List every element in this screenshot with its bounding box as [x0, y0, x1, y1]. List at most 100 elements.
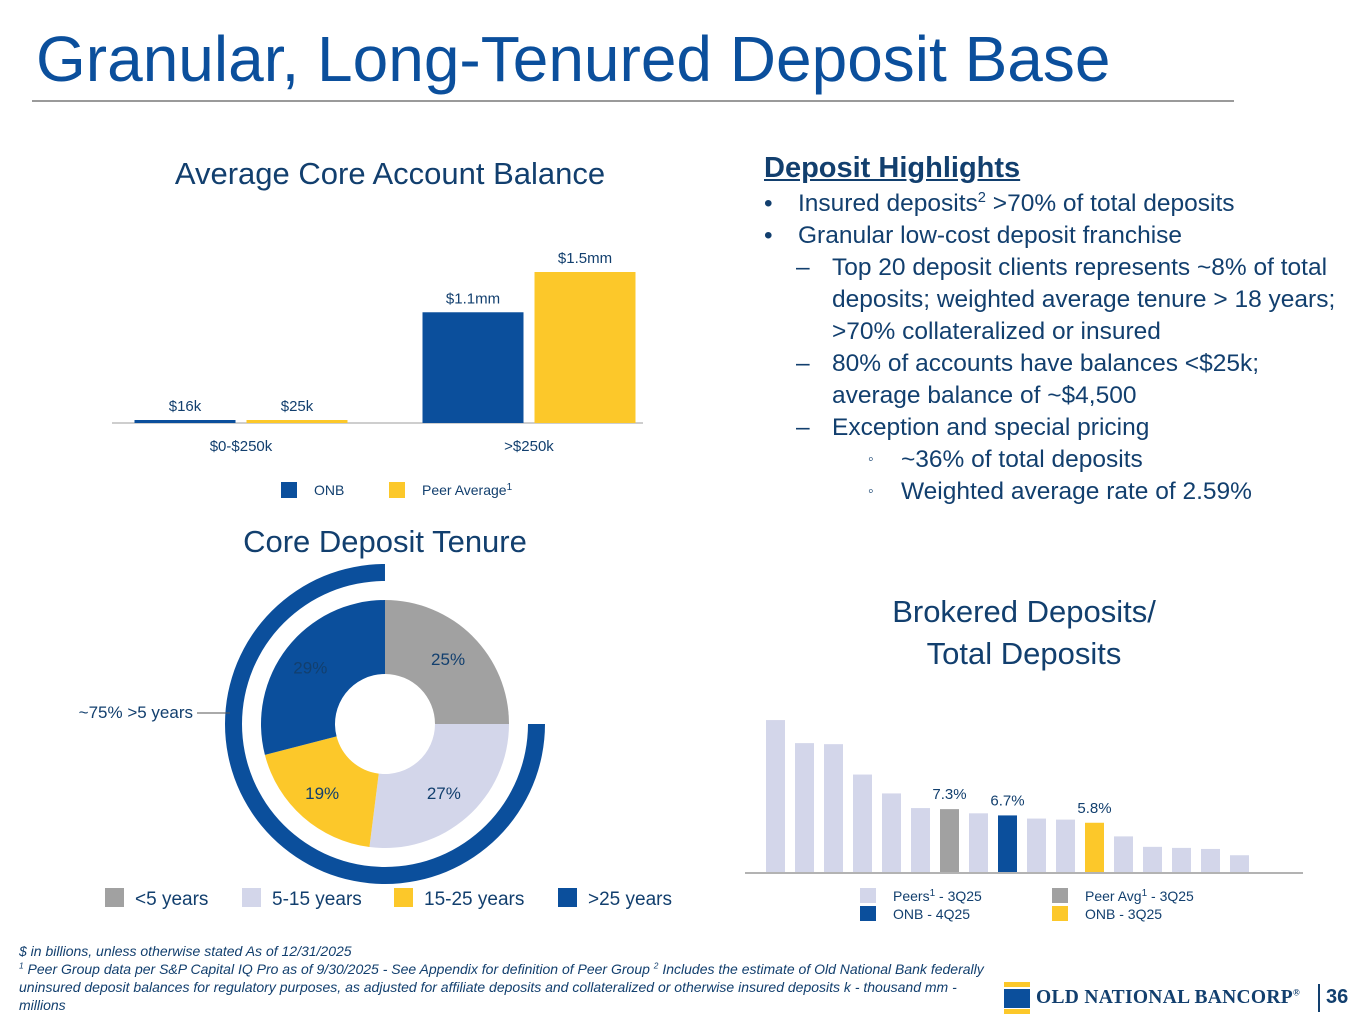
bar-peer	[1143, 846, 1162, 872]
highlight-text-cont: >70% of total deposits	[985, 190, 1235, 217]
legend-label: Peer Average1	[422, 482, 513, 498]
bar-data-label: 5.8%	[1077, 800, 1111, 817]
page-number: 36	[1326, 986, 1349, 1008]
slice-data-label: 19%	[305, 784, 339, 803]
legend-label: ONB - 4Q25	[893, 906, 970, 922]
donut-slice	[369, 724, 509, 848]
footnote-ref: 2	[977, 189, 986, 206]
highlights-heading: Deposit Highlights	[764, 152, 1021, 184]
legend-swatch	[1052, 906, 1068, 921]
bar-peeravg	[940, 809, 959, 872]
avg-balance-chart-title: Average Core Account Balance	[174, 156, 606, 191]
legend-footnote-ref: 1	[507, 482, 513, 493]
bullet-marker: –	[796, 254, 810, 281]
brokered-chart-title: Brokered Deposits/ Total Deposits	[724, 591, 1324, 675]
legend-label: <5 years	[135, 889, 208, 910]
highlight-item: –80% of accounts have balances <$25k; av…	[764, 348, 1354, 412]
legend-swatch-peer-average	[389, 482, 405, 498]
footnote-1-marker: 1	[19, 960, 24, 971]
bar-peer	[1201, 848, 1220, 872]
highlight-item: • Granular low-cost deposit franchise	[764, 220, 1354, 252]
company-logo-text: OLD NATIONAL BANCORP®	[1036, 987, 1300, 1009]
highlight-item: – Exception and special pricing	[764, 412, 1354, 444]
x-tick-label: $0-$250k	[210, 438, 273, 455]
donut-slice	[264, 736, 379, 848]
legend-swatch-onb	[281, 482, 297, 498]
bar-onb4q	[998, 815, 1017, 872]
legend-swatch	[860, 888, 876, 903]
bar-peer-average	[534, 272, 636, 423]
bar-onb	[422, 312, 524, 423]
highlight-text: Weighted average rate of 2.59%	[901, 478, 1252, 505]
bar-peer	[882, 793, 901, 872]
footnotes: $ in billions, unless otherwise stated A…	[19, 942, 989, 1014]
title-divider	[32, 100, 1234, 102]
legend-swatch	[860, 906, 876, 921]
bar-peer	[766, 720, 785, 872]
donut-slice	[385, 600, 509, 724]
highlight-text: Top 20 deposit clients represents ~8% of…	[832, 254, 1336, 345]
highlight-text: 80% of accounts have balances <$25k; ave…	[832, 350, 1260, 409]
page-title: Granular, Long-Tenured Deposit Base	[36, 23, 1111, 95]
bar-peer	[1027, 818, 1046, 872]
legend-footnote-ref: 1	[1142, 888, 1148, 899]
highlight-text: Exception and special pricing	[832, 414, 1150, 441]
legend-swatch	[394, 888, 413, 907]
highlight-text: Insured deposits	[798, 190, 978, 217]
bullet-marker: ◦	[868, 483, 874, 500]
x-tick-label: >$250k	[504, 438, 554, 455]
slice-data-label: 29%	[293, 659, 327, 678]
highlight-item: – Top 20 deposit clients represents ~8% o…	[764, 252, 1354, 348]
donut-slice	[261, 600, 385, 755]
footnote-2: Includes the estimate of Old National Ba…	[19, 961, 984, 1013]
legend-swatch	[105, 888, 124, 907]
bar-data-label: $16k	[169, 398, 202, 415]
bar-peer	[1230, 855, 1249, 872]
tenure-chart-title: Core Deposit Tenure	[243, 524, 527, 559]
legend-label: Peers1 - 3Q25	[893, 888, 982, 904]
bar-peer	[969, 813, 988, 872]
legend-label: 5-15 years	[272, 889, 362, 910]
bullet-marker: •	[764, 190, 773, 217]
footnote-line2: 1 Peer Group data per S&P Capital IQ Pro…	[19, 960, 989, 1014]
bullet-marker: –	[796, 414, 810, 441]
brokered-title-line2: Total Deposits	[926, 636, 1122, 671]
legend-swatch	[1052, 888, 1068, 903]
slice-data-label: 27%	[427, 784, 461, 803]
bar-peer	[795, 743, 814, 872]
bar-peer	[911, 808, 930, 872]
bar-peer	[853, 774, 872, 872]
footnote-1: Peer Group data per S&P Capital IQ Pro a…	[23, 961, 654, 977]
highlight-item: ◦ Weighted average rate of 2.59%	[764, 476, 1354, 508]
footnote-line1: $ in billions, unless otherwise stated A…	[19, 943, 352, 959]
registered-mark: ®	[1293, 987, 1301, 998]
footnote-2-marker: 2	[653, 960, 659, 971]
highlight-text: ~36% of total deposits	[901, 446, 1143, 473]
bullet-marker: •	[764, 222, 773, 249]
highlight-item: • Insured deposits2 >70% of total deposit…	[764, 188, 1354, 220]
legend-label-suffix: - 3Q25	[935, 888, 982, 904]
highlight-item: ◦ ~36% of total deposits	[764, 444, 1354, 476]
legend-label: ONB - 3Q25	[1085, 906, 1162, 922]
legend-label: ONB	[314, 482, 344, 498]
bar-peer-average	[246, 420, 348, 423]
bullet-marker: –	[796, 350, 810, 377]
annotation-label: ~75% >5 years	[79, 703, 193, 722]
bar-data-label: $25k	[281, 398, 314, 415]
bar-data-label: $1.5mm	[558, 250, 612, 267]
legend-label: Peer Avg1 - 3Q25	[1085, 888, 1194, 904]
tenure-donut-chart: 25% 27% 19% 29% ~75% >5 years <5 years 5-15 ye…	[79, 564, 672, 910]
bar-data-label: 6.7%	[990, 792, 1024, 809]
old-national-logo-icon	[1004, 982, 1030, 1014]
bar-data-label: $1.1mm	[446, 290, 500, 307]
page-number-divider	[1318, 984, 1320, 1012]
bar-peer	[1114, 836, 1133, 872]
legend-label-suffix: - 3Q25	[1147, 888, 1194, 904]
bar-peer	[1056, 819, 1075, 872]
brokered-deposits-chart: 7.3% 6.7% 5.8% Peers1 - 3Q25 Peer Avg1 - 3Q2…	[745, 720, 1303, 922]
deposit-highlights: Deposit Highlights • Insured deposits2 >70…	[764, 152, 1354, 508]
legend-label: >25 years	[588, 889, 672, 910]
company-name: OLD NATIONAL BANCORP	[1036, 987, 1293, 1008]
bar-onb3q	[1085, 822, 1104, 872]
slice-data-label: 25%	[431, 650, 465, 669]
